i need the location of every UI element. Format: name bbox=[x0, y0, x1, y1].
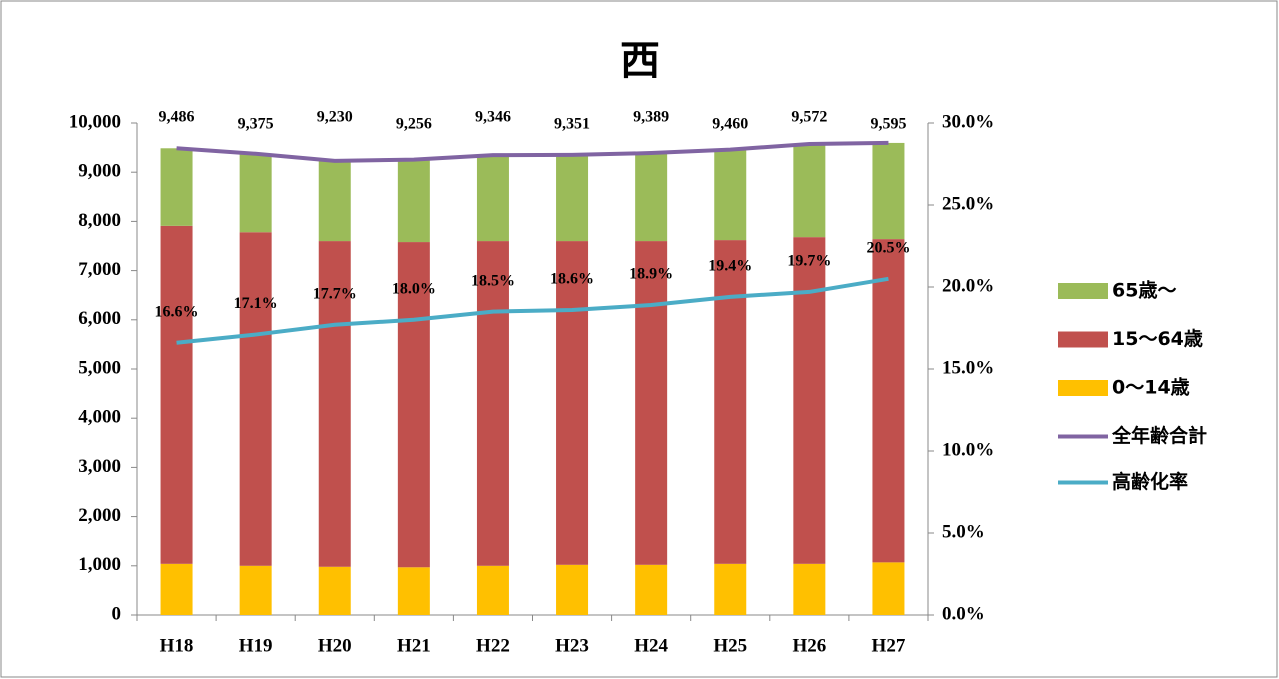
data-label: 9,256 bbox=[396, 116, 432, 133]
y2-tick-label: 0.0% bbox=[942, 603, 985, 624]
data-label: 19.7% bbox=[787, 253, 831, 270]
data-label: 9,595 bbox=[870, 116, 906, 133]
bar bbox=[318, 241, 351, 567]
bar bbox=[397, 242, 430, 568]
legend-label: 高齢化率 bbox=[1112, 470, 1188, 493]
legend-label: 15～64歳 bbox=[1112, 328, 1203, 350]
y-tick-label: 9,000 bbox=[78, 161, 121, 182]
bar bbox=[793, 237, 826, 564]
data-label: 18.9% bbox=[629, 266, 673, 283]
bar bbox=[476, 241, 509, 566]
bar bbox=[714, 149, 747, 241]
data-label: 16.6% bbox=[155, 303, 199, 320]
y-tick-label: 3,000 bbox=[78, 456, 121, 477]
y-tick-label: 10,000 bbox=[69, 111, 121, 132]
x-tick-label: H22 bbox=[476, 635, 510, 656]
bar bbox=[239, 232, 272, 566]
y2-tick-label: 20.0% bbox=[942, 275, 994, 296]
y2-tick-label: 25.0% bbox=[942, 193, 994, 214]
y-tick-label: 7,000 bbox=[78, 259, 121, 280]
legend-label: 全年齢合計 bbox=[1111, 424, 1207, 447]
bar bbox=[635, 241, 668, 565]
bar bbox=[318, 566, 351, 615]
bar bbox=[793, 144, 826, 238]
bar bbox=[318, 160, 351, 242]
data-label: 18.6% bbox=[550, 271, 594, 288]
y-tick-label: 6,000 bbox=[78, 308, 121, 329]
x-tick-label: H18 bbox=[160, 635, 194, 656]
bar bbox=[714, 240, 747, 564]
data-label: 9,389 bbox=[633, 109, 669, 126]
x-tick-label: H27 bbox=[872, 635, 906, 656]
line bbox=[176, 276, 889, 345]
data-label: 9,351 bbox=[554, 116, 590, 133]
bar bbox=[160, 148, 193, 226]
x-tick-label: H26 bbox=[792, 635, 826, 656]
chart-title: 西 bbox=[620, 38, 660, 84]
data-label: 9,346 bbox=[475, 109, 511, 126]
x-tick-label: H25 bbox=[713, 635, 747, 656]
y-tick-label: 1,000 bbox=[78, 554, 121, 575]
data-label: 9,572 bbox=[791, 109, 827, 126]
legend-label: 65歳～ bbox=[1112, 280, 1176, 302]
legend-swatch bbox=[1058, 283, 1108, 299]
y2-tick-label: 15.0% bbox=[942, 357, 994, 378]
data-label: 9,486 bbox=[159, 109, 195, 126]
bar bbox=[239, 153, 272, 233]
legend-swatch bbox=[1058, 331, 1108, 348]
data-label: 17.1% bbox=[234, 295, 278, 312]
bar bbox=[872, 239, 905, 563]
bar bbox=[635, 564, 668, 615]
data-label: 20.5% bbox=[866, 239, 910, 256]
x-tick-label: H19 bbox=[239, 635, 273, 656]
legend-label: 0～14歳 bbox=[1112, 377, 1190, 399]
bar bbox=[556, 564, 589, 615]
data-label: 9,230 bbox=[317, 109, 353, 126]
y-tick-label: 4,000 bbox=[78, 407, 121, 428]
data-label: 19.4% bbox=[708, 258, 752, 275]
y2-tick-label: 10.0% bbox=[942, 439, 994, 460]
y2-tick-label: 30.0% bbox=[942, 111, 994, 132]
data-label: 17.7% bbox=[313, 285, 357, 302]
x-tick-label: H21 bbox=[397, 635, 431, 656]
y-tick-label: 8,000 bbox=[78, 210, 121, 231]
x-tick-label: H24 bbox=[634, 635, 668, 656]
legend-swatch bbox=[1058, 380, 1108, 396]
bar bbox=[397, 567, 430, 615]
y2-tick-label: 5.0% bbox=[942, 521, 985, 542]
line bbox=[176, 140, 889, 163]
bar bbox=[476, 155, 509, 242]
bar bbox=[556, 241, 589, 565]
x-tick-label: H20 bbox=[318, 635, 352, 656]
y-tick-label: 5,000 bbox=[78, 357, 121, 378]
data-label: 18.5% bbox=[471, 272, 515, 289]
bar bbox=[714, 563, 747, 615]
data-label: 9,460 bbox=[712, 116, 748, 133]
bar bbox=[556, 154, 589, 242]
x-tick-label: H23 bbox=[555, 635, 589, 656]
bar bbox=[239, 565, 272, 615]
y-tick-label: 2,000 bbox=[78, 505, 121, 526]
bar bbox=[793, 563, 826, 615]
bar bbox=[872, 562, 905, 615]
bar bbox=[872, 142, 905, 240]
bar bbox=[160, 225, 193, 564]
bar bbox=[397, 159, 430, 243]
bar bbox=[635, 153, 668, 242]
bar bbox=[160, 563, 193, 615]
data-label: 9,375 bbox=[238, 116, 274, 133]
data-label: 18.0% bbox=[392, 280, 436, 297]
bar bbox=[476, 565, 509, 615]
y-tick-label: 0 bbox=[112, 603, 122, 624]
